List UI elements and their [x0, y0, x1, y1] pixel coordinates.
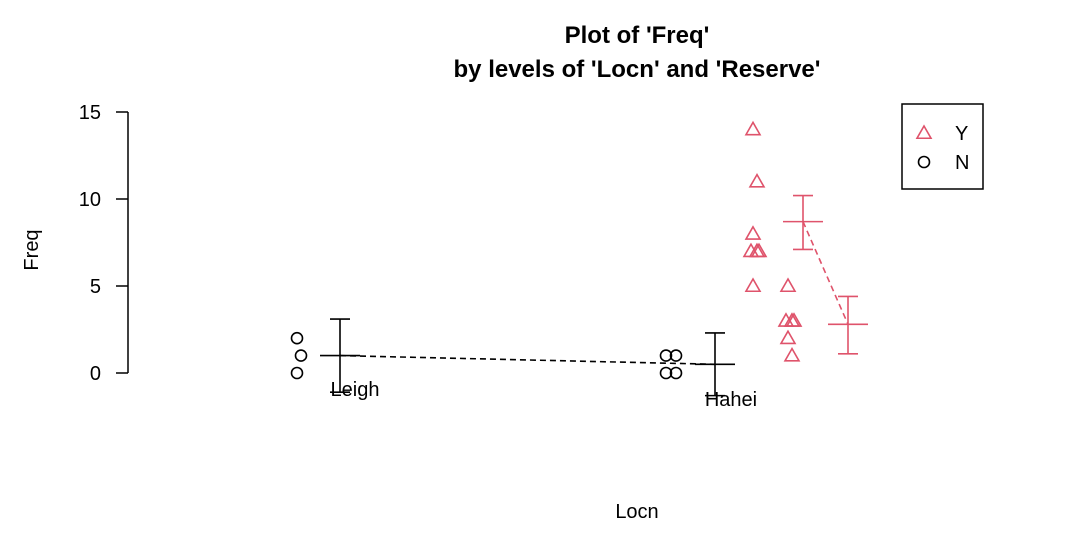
data-points [290, 120, 803, 380]
y-axis-label: Freq [21, 229, 43, 270]
data-point-y [744, 225, 762, 240]
legend-label-n: N [955, 152, 969, 174]
data-point-y [785, 312, 803, 327]
data-point-y [744, 277, 762, 293]
legend-box [901, 103, 984, 190]
legend-marker-n [917, 155, 931, 169]
data-point-n [290, 331, 304, 345]
data-point-n [659, 349, 673, 362]
mean-line-y [802, 221, 849, 325]
mean-line-n [339, 354, 716, 366]
legend-label-y: Y [955, 123, 968, 145]
category-label-hahei: Hahei [705, 389, 757, 411]
y-tick-label: 0 [90, 363, 101, 385]
chart-subtitle: by levels of 'Locn' and 'Reserve' [454, 56, 821, 83]
data-point-n [669, 349, 683, 362]
mean-lines [339, 221, 849, 366]
legend-marker-y [915, 124, 933, 140]
data-point-n [659, 366, 673, 380]
error-bars [320, 194, 868, 397]
chart-title: Plot of 'Freq' [565, 22, 710, 49]
legend: YN [901, 103, 984, 190]
x-axis-label: Locn [615, 501, 658, 523]
data-point-y [779, 329, 797, 345]
data-point-y [777, 312, 795, 327]
data-point-y [750, 242, 768, 258]
data-point-y [783, 346, 801, 362]
data-point-n [669, 366, 683, 380]
data-point-y [742, 242, 760, 258]
category-labels: Leigh Hahei [331, 379, 758, 411]
y-tick-label: 15 [79, 102, 101, 124]
y-axis: 0 5 10 15 [79, 102, 129, 385]
data-point-y [748, 172, 766, 188]
category-label-leigh: Leigh [331, 379, 380, 401]
data-point-y [744, 120, 762, 136]
data-point-n [290, 366, 304, 380]
y-tick-label: 5 [90, 276, 101, 298]
y-tick-label: 10 [79, 189, 101, 211]
data-point-y [779, 277, 797, 293]
data-point-n [294, 349, 308, 362]
